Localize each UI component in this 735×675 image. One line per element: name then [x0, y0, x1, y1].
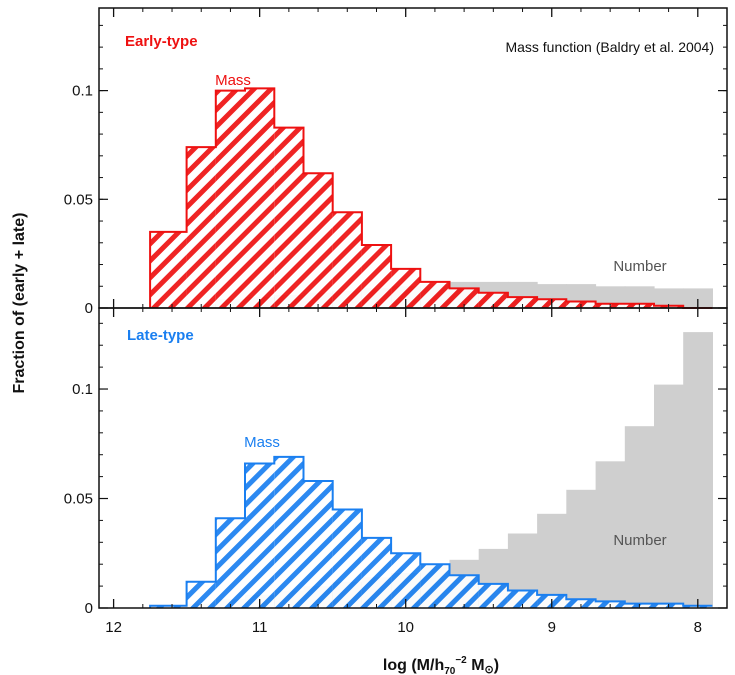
x-tick-label: 11 [252, 619, 268, 636]
x-tick-label: 8 [694, 619, 702, 636]
late-type-number-bar [624, 426, 655, 608]
early-type-number-label: Number [613, 258, 666, 275]
x-axis-tick-labels: 12 11 10 9 8 [105, 619, 702, 636]
late-type-title: Late-type [127, 327, 194, 344]
late-type-number-bar [654, 384, 684, 608]
x-axis-label-tail: M [467, 657, 485, 674]
early-type-mass-bar [274, 127, 304, 308]
late-type-number-bar [566, 489, 597, 608]
early-type-mass-bar [215, 90, 245, 308]
early-type-mass-bar [303, 173, 333, 308]
x-axis-label-main: log (M/h [383, 657, 444, 674]
late-type-y-tick-label: 0.05 [64, 491, 93, 508]
early-type-mass-bar [245, 88, 275, 309]
x-tick-label: 12 [105, 619, 122, 636]
late-type-mass-label: Mass [244, 434, 280, 451]
early-type-mass-series [149, 87, 713, 309]
late-type-mass-bar [361, 537, 392, 608]
late-type-mass-bar [186, 581, 216, 608]
x-axis-label-symbol: ⊙ [485, 664, 494, 675]
late-type-mass-bar [507, 590, 538, 608]
late-type-mass-bar [420, 564, 450, 608]
late-type-mass-bar [215, 518, 245, 608]
late-type-y-tick-label: 0 [85, 600, 93, 617]
late-type-mass-bar [566, 599, 596, 608]
early-type-mass-bar [507, 297, 538, 308]
late-type-mass-bar [303, 481, 333, 608]
early-type-mass-outline [149, 87, 713, 309]
x-tick-label: 9 [548, 619, 556, 636]
early-type-mass-bar [361, 245, 392, 308]
early-type-title: Early-type [125, 33, 198, 50]
late-type-mass-bar [478, 583, 508, 608]
early-type-mass-bar [478, 292, 508, 308]
late-type-mass-bar [332, 509, 362, 608]
early-type-mass-label: Mass [215, 72, 251, 89]
early-type-y-tick-label: 0.1 [72, 83, 93, 100]
late-type-number-bar [683, 332, 713, 608]
late-type-mass-outline [149, 455, 713, 608]
late-type-mass-bar [150, 605, 187, 608]
early-type-number-bar [595, 286, 626, 308]
x-tick-label: 10 [397, 619, 414, 636]
early-type-number-bar [683, 288, 713, 308]
late-type-panel: 0 0.05 0.1 Late-type Mass Number [64, 307, 728, 617]
late-type-number-label: Number [613, 532, 666, 549]
early-type-y-tick-label: 0.05 [64, 191, 93, 208]
y-axis-label: Fraction of (early + late) [11, 213, 28, 394]
early-type-mass-bar [186, 147, 216, 308]
late-type-frame [98, 307, 728, 609]
early-type-mass-bar [449, 288, 479, 308]
early-type-mass-bar [420, 281, 450, 308]
late-type-mass-bar [245, 463, 275, 608]
x-axis-label-sup: −2 [455, 655, 467, 666]
late-type-mass-bar [274, 456, 304, 608]
early-type-y-tick-label: 0 [85, 300, 93, 317]
x-axis-label-close: ) [494, 657, 499, 674]
early-type-panel: 0 0.05 0.1 Early-type Mass Number [64, 7, 728, 317]
late-type-mass-bar [449, 575, 479, 608]
x-axis-label-sub: 70 [444, 666, 456, 675]
late-type-mass-series [149, 455, 713, 608]
late-type-y-tick-label: 0.1 [72, 381, 93, 398]
early-type-mass-bar [332, 212, 362, 308]
early-type-number-bar [624, 286, 655, 308]
early-type-number-bar [654, 288, 684, 308]
mass-function-note: Mass function (Baldry et al. 2004) [505, 39, 714, 55]
late-type-mass-bar [391, 553, 421, 608]
late-type-number-bar [595, 461, 626, 608]
x-axis-label: log (M/h70−2 M⊙) [383, 655, 499, 675]
late-type-number-bar [537, 513, 567, 608]
early-type-mass-bar [150, 231, 187, 308]
